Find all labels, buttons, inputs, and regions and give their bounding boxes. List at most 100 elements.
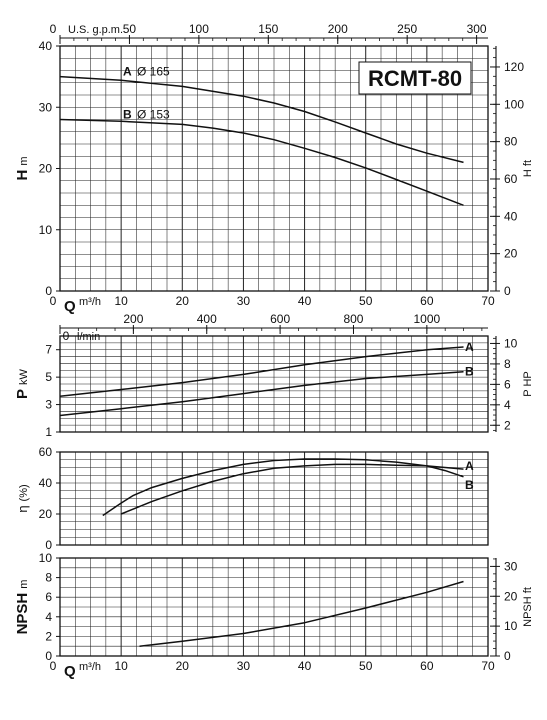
y2-tick-label: 40 xyxy=(504,209,518,223)
y-axis-label: Hm xyxy=(14,156,31,180)
series-end-label: A xyxy=(465,340,474,354)
x-tick-label: 30 xyxy=(237,294,251,308)
power-panel: 1 3 5 7 PkW 2 4 6 8 10 P HP 200 400 600 800 1000 0 l/min A… xyxy=(14,312,534,439)
x-axis-label: Q xyxy=(64,663,76,680)
efficiency-panel: 0 20 40 60 η (%) AB xyxy=(15,445,489,552)
y-tick-label: 7 xyxy=(45,343,52,357)
series-label-diameter: Ø 165 xyxy=(137,65,170,79)
y-tick-label: 0 xyxy=(45,538,52,552)
y-tick-label: 6 xyxy=(45,590,52,604)
x-axis-unit: m³/h xyxy=(79,661,101,673)
series-line-b xyxy=(120,463,464,515)
plot-frame xyxy=(59,451,489,546)
x-tick-label: 70 xyxy=(481,294,495,308)
y-axis-unit: m xyxy=(18,156,30,165)
y-tick-label: 20 xyxy=(39,162,53,176)
x2-tick-label: 200 xyxy=(328,22,348,36)
series-label-letter: A xyxy=(123,65,132,79)
y-axis-quantity: P xyxy=(14,389,31,399)
x-tick-label: 60 xyxy=(420,659,434,673)
y-axis-label: NPSH m xyxy=(14,580,31,635)
y2-tick-label: 4 xyxy=(504,398,511,412)
plot-frame xyxy=(59,557,489,657)
y-axis-unit: m xyxy=(18,580,30,589)
y2-tick-label: 60 xyxy=(504,172,518,186)
y2-tick-label: 100 xyxy=(504,97,524,111)
y2-tick-label: 0 xyxy=(504,649,511,663)
y2-tick-label: 10 xyxy=(504,336,518,350)
series-end-label: B xyxy=(465,365,474,379)
plot-frame xyxy=(59,335,489,433)
x2-tick-label: 250 xyxy=(397,22,417,36)
y-tick-label: 10 xyxy=(39,223,53,237)
y-axis-label: PkW xyxy=(14,368,31,399)
y2-tick-label: 0 xyxy=(504,284,511,298)
x-tick-label: 30 xyxy=(237,659,251,673)
series-line-b xyxy=(59,118,464,206)
series-line-a xyxy=(102,458,464,517)
y-tick-label: 0 xyxy=(45,284,52,298)
y2-tick-label: 30 xyxy=(504,559,518,573)
x-tick-label: 40 xyxy=(298,659,312,673)
y-tick-label: 40 xyxy=(39,476,53,490)
x2-tick-label: 100 xyxy=(189,22,209,36)
y-tick-label: 8 xyxy=(45,571,52,585)
npsh-panel: 0 2 4 6 8 10 NPSH m 0 10 20 30 NPSH ft 10 20 30 40 50 60 70… xyxy=(14,551,534,680)
head-panel: 0 10 20 30 40 Hm 0 20 40 60 80 100 120 H ft 10 20 30 40 50… xyxy=(14,22,534,315)
series-end-label: A xyxy=(465,459,474,473)
y-tick-label: 30 xyxy=(39,100,53,114)
y2-tick-label: 80 xyxy=(504,135,518,149)
x2-tick-label: 1000 xyxy=(413,312,440,326)
x-tick-label: 0 xyxy=(50,659,57,673)
y-axis-unit: kW xyxy=(18,368,30,385)
series-line-b xyxy=(59,370,464,417)
series-label-letter: B xyxy=(123,108,132,122)
y-tick-label: 2 xyxy=(45,629,52,643)
x2-tick-label: 0 xyxy=(63,329,70,343)
x2-tick-label: 400 xyxy=(197,312,217,326)
y2-tick-label: 8 xyxy=(504,357,511,371)
y2-tick-label: 120 xyxy=(504,60,524,74)
x2-tick-label: 300 xyxy=(467,22,487,36)
y-axis-quantity: H xyxy=(14,170,31,181)
y-tick-label: 4 xyxy=(45,610,52,624)
y-tick-label: 60 xyxy=(39,445,53,459)
x-tick-label: 40 xyxy=(298,294,312,308)
y-tick-label: 1 xyxy=(45,425,52,439)
y-tick-label: 20 xyxy=(39,507,53,521)
x2-tick-label: 150 xyxy=(258,22,278,36)
title-box xyxy=(358,61,472,95)
x-tick-label: 0 xyxy=(50,294,57,308)
y2-axis-label: P HP xyxy=(522,371,534,396)
x2-tick-label: 800 xyxy=(343,312,363,326)
x2-tick-label: 0 xyxy=(50,22,57,36)
y-tick-label: 3 xyxy=(45,398,52,412)
series-label-diameter: Ø 153 xyxy=(137,108,170,122)
x-tick-label: 10 xyxy=(114,659,128,673)
x-tick-label: 10 xyxy=(114,294,128,308)
x-tick-label: 60 xyxy=(420,294,434,308)
y-axis-quantity: NPSH xyxy=(14,593,31,635)
series-end-label: B xyxy=(465,478,474,492)
x-tick-label: 50 xyxy=(359,294,373,308)
y2-axis-label: NPSH ft xyxy=(522,587,534,627)
x-tick-label: 20 xyxy=(176,294,190,308)
x-tick-label: 70 xyxy=(481,659,495,673)
y2-tick-label: 10 xyxy=(504,619,518,633)
x2-tick-label: 200 xyxy=(123,312,143,326)
y2-axis-label: H ft xyxy=(522,160,534,177)
x-tick-label: 20 xyxy=(176,659,190,673)
y-axis-quantity: η xyxy=(15,505,30,512)
y-tick-label: 0 xyxy=(45,649,52,663)
x2-axis-label: l/min xyxy=(77,331,100,343)
y2-tick-label: 2 xyxy=(504,418,511,432)
y-tick-label: 40 xyxy=(39,39,53,53)
y-tick-label: 5 xyxy=(45,370,52,384)
series-line-a xyxy=(59,346,464,398)
chart-title: RCMT-80 xyxy=(368,66,462,91)
y2-tick-label: 20 xyxy=(504,247,518,261)
x-tick-label: 50 xyxy=(359,659,373,673)
x-axis-unit: m³/h xyxy=(79,296,101,308)
y2-tick-label: 6 xyxy=(504,377,511,391)
